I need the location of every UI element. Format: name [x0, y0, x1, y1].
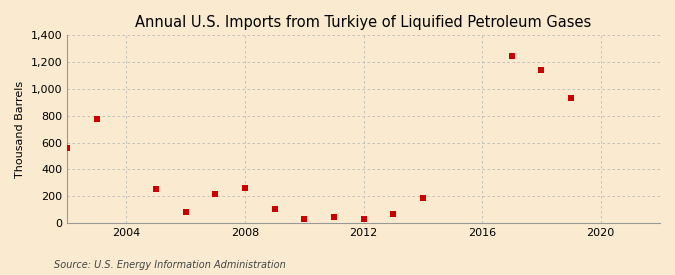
Point	[299, 217, 310, 221]
Point	[506, 54, 517, 58]
Point	[417, 196, 428, 200]
Point	[358, 217, 369, 221]
Point	[240, 186, 250, 191]
Point	[91, 117, 102, 121]
Point	[61, 146, 72, 150]
Point	[180, 210, 191, 214]
Point	[329, 215, 340, 219]
Point	[536, 68, 547, 72]
Y-axis label: Thousand Barrels: Thousand Barrels	[15, 81, 25, 178]
Point	[566, 96, 576, 101]
Text: Source: U.S. Energy Information Administration: Source: U.S. Energy Information Administ…	[54, 260, 286, 270]
Point	[210, 191, 221, 196]
Point	[387, 212, 398, 217]
Title: Annual U.S. Imports from Turkiye of Liquified Petroleum Gases: Annual U.S. Imports from Turkiye of Liqu…	[136, 15, 592, 30]
Point	[269, 207, 280, 211]
Point	[151, 187, 161, 191]
